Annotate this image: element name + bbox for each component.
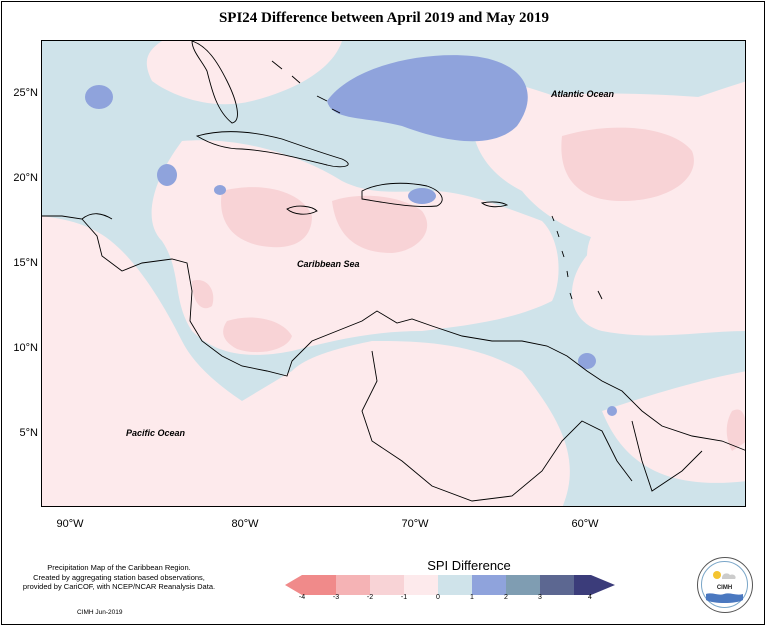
- cloud-icon: [722, 573, 736, 579]
- spi-zone-wet: [607, 406, 617, 416]
- coastlines: [42, 41, 745, 502]
- legend-swatch: [506, 575, 540, 595]
- x-tick-label: 80°W: [231, 518, 259, 530]
- x-tick-label: 60°W: [571, 518, 599, 530]
- legend-tick: -3: [332, 594, 340, 601]
- spi-zone-wet: [214, 185, 226, 195]
- y-tick-label: 20°N: [13, 172, 38, 184]
- legend-swatch: [285, 575, 302, 595]
- atlantic-ocean-label: Atlantic Ocean: [551, 89, 615, 99]
- caribbean-sea-label: Caribbean Sea: [297, 259, 360, 269]
- map-panel[interactable]: [41, 40, 746, 507]
- legend-tick: 4: [588, 594, 592, 601]
- x-tick-label: 90°W: [56, 518, 84, 530]
- legend-tick: 2: [504, 594, 508, 601]
- wave-icon: [706, 593, 743, 603]
- legend-swatch: [438, 575, 472, 595]
- legend-swatch: [336, 575, 370, 595]
- y-tick-label: 10°N: [13, 342, 38, 354]
- legend-tick: 1: [470, 594, 474, 601]
- spi-zone-dry: [561, 127, 694, 201]
- y-tick-label: 15°N: [13, 257, 38, 269]
- spi-zone-wet: [408, 188, 436, 204]
- credit-text: CIMH Jun-2019: [77, 609, 123, 616]
- legend-tick: -2: [366, 594, 374, 601]
- spi-zone-dry: [221, 187, 312, 248]
- spi-zone-neutral-dry: [146, 41, 342, 105]
- map-title: SPI24 Difference between April 2019 and …: [218, 10, 550, 26]
- description-line: provided by CariCOF, with NCEP/NCAR Rean…: [22, 582, 216, 591]
- legend-swatch: [591, 575, 615, 595]
- cimh-logo: CIMH: [697, 557, 753, 613]
- pacific-ocean-label: Pacific Ocean: [126, 428, 186, 438]
- legend-tick: -4: [298, 594, 306, 601]
- map-description: Precipitation Map of the Caribbean Regio…: [14, 563, 224, 592]
- spi-zone-dry: [726, 409, 745, 451]
- sun-icon: [713, 571, 721, 579]
- description-line: Created by aggregating station based obs…: [33, 572, 205, 582]
- spi-zone-dry: [332, 195, 428, 253]
- legend-tick: -1: [400, 594, 408, 601]
- legend-tick: 0: [436, 594, 440, 601]
- legend-swatch: [540, 575, 574, 595]
- logo-text: CIMH: [717, 585, 732, 591]
- legend-swatch: [472, 575, 506, 595]
- spi-zone-wet: [85, 85, 113, 109]
- spi-zone-wet: [157, 164, 177, 186]
- description-line: Precipitation Map of the Caribbean Regio…: [47, 563, 191, 572]
- legend-swatch: [574, 575, 591, 595]
- logo-emblem: CIMH: [701, 561, 748, 608]
- spi-zone-dry: [192, 280, 214, 309]
- spi-zone-dry: [223, 317, 292, 353]
- color-legend: [285, 575, 615, 595]
- map-canvas: [42, 41, 745, 506]
- y-tick-label: 5°N: [19, 427, 38, 439]
- legend-tick: 3: [538, 594, 542, 601]
- legend-title: SPI Difference: [427, 558, 511, 573]
- spi-zone-wet: [327, 55, 528, 142]
- x-tick-label: 70°W: [401, 518, 429, 530]
- legend-swatch: [302, 575, 336, 595]
- spi-zone-wet: [578, 353, 596, 369]
- y-tick-label: 25°N: [13, 87, 38, 99]
- legend-swatch: [404, 575, 438, 595]
- legend-swatch: [370, 575, 404, 595]
